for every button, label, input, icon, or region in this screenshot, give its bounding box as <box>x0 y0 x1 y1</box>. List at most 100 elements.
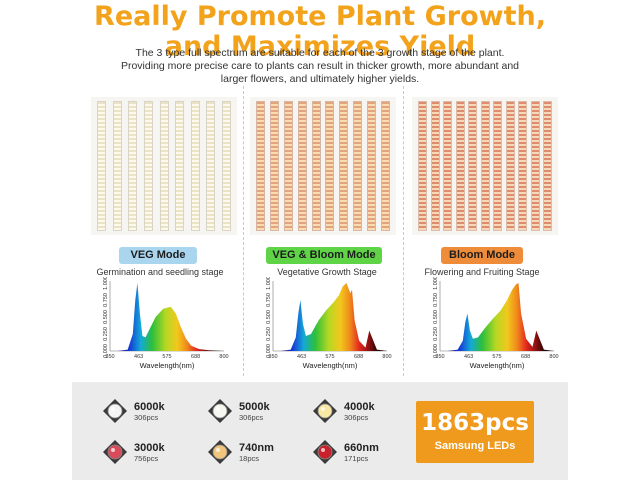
led-label: 740nm <box>239 441 274 454</box>
total-led-count: 1863pcs <box>421 410 529 436</box>
veg-mode-badge: VEG Mode <box>119 247 197 264</box>
x-tick-label: 688 <box>521 354 530 360</box>
led-light-bar <box>480 101 490 231</box>
x-tick-label: 575 <box>325 354 334 360</box>
led-light-bar <box>222 101 231 231</box>
bloom-mode-badge: Bloom Mode <box>441 247 523 264</box>
headline: Really Promote Plant Growth, and Maximiz… <box>0 2 640 62</box>
bloom-spectrum-chart: 0.000 0.250 0.500 0.750 1.000 350 463 575 688 800… <box>420 277 560 373</box>
led-item: 660nm 171pcs <box>312 439 379 465</box>
x-tick-label: 800 <box>549 354 558 360</box>
y-tick-label: 0.250 <box>433 327 439 341</box>
total-led-label: Samsung LEDs <box>434 440 516 452</box>
y-tick-label: 0.000 <box>103 344 109 358</box>
column-divider <box>403 86 404 376</box>
veg-spectrum-chart: 0.000 0.250 0.500 0.750 1.000 350 463 575 688 800… <box>90 277 230 373</box>
led-light-bar <box>325 101 335 231</box>
spectrum-area <box>280 283 387 351</box>
led-chip-icon <box>103 440 127 464</box>
headline-line-1: Really Promote Plant Growth, <box>94 1 546 32</box>
y-tick-label: 0.500 <box>103 310 109 324</box>
x-tick-label: 350 <box>435 354 444 360</box>
x-tick-label: 350 <box>268 354 277 360</box>
x-tick-label: 800 <box>219 354 228 360</box>
led-count: 306pcs <box>344 412 369 422</box>
led-summary: 6000k 306pcs 5000k 306pcs 4000k 306pcs 3… <box>72 382 568 480</box>
led-light-bar <box>530 101 540 231</box>
led-chip-icon <box>103 399 127 423</box>
y-tick-label: 1.000 <box>103 277 109 290</box>
led-label: 6000k <box>134 400 165 413</box>
veg-stage-label: Germination and seedling stage <box>96 267 224 277</box>
led-count: 306pcs <box>239 412 264 422</box>
led-light-bar <box>493 101 502 231</box>
y-tick-label: 0.000 <box>266 344 272 358</box>
led-light-bar <box>311 101 321 231</box>
light-bars <box>97 101 231 231</box>
led-count: 756pcs <box>134 453 159 463</box>
light-bars <box>256 101 390 231</box>
led-light-bar <box>190 101 200 231</box>
y-tick-label: 0.750 <box>433 293 439 307</box>
x-axis-label: Wavelength(nm) <box>303 361 358 370</box>
veg-bloom-mode-badge: VEG & Bloom Mode <box>266 247 382 264</box>
veg-bloom-spectrum-chart: 0.000 0.250 0.500 0.750 1.000 350 463 575 688 800… <box>253 277 393 373</box>
veg-bloom-stage-label: Vegetative Growth Stage <box>277 267 377 277</box>
y-tick-label: 0.500 <box>266 310 272 324</box>
led-label: 5000k <box>239 400 270 413</box>
led-label: 4000k <box>344 400 375 413</box>
x-tick-label: 350 <box>105 354 114 360</box>
description-line-1: The 3 type full spectrum are suitable fo… <box>135 47 505 59</box>
x-axis-label: Wavelength(nm) <box>140 361 195 370</box>
led-chip-icon <box>208 399 232 423</box>
led-light-bar <box>543 101 552 231</box>
led-light-bar <box>518 101 527 231</box>
led-label: 3000k <box>134 441 165 454</box>
y-tick-label: 1.000 <box>433 277 439 290</box>
led-light-bar <box>367 101 376 231</box>
led-chip-icon <box>313 399 337 423</box>
y-tick-label: 0.250 <box>103 327 109 341</box>
veg-bloom-light-panel <box>250 97 396 235</box>
description-line-2: Providing more precise care to plants ca… <box>120 60 520 72</box>
led-item: 6000k 306pcs <box>102 398 165 424</box>
led-count: 18pcs <box>239 453 260 463</box>
led-light-bar <box>143 101 153 231</box>
total-led-badge: 1863pcs Samsung LEDs <box>416 401 534 463</box>
led-light-bar <box>339 101 349 231</box>
led-light-bar <box>112 101 122 231</box>
spectrum-area <box>117 283 224 351</box>
led-item: 3000k 756pcs <box>102 439 165 465</box>
led-item: 5000k 306pcs <box>207 398 270 424</box>
x-tick-label: 463 <box>297 354 306 360</box>
description-line-3: larger flowers, and ultimately higher yi… <box>220 73 420 85</box>
led-light-bar <box>418 101 427 231</box>
description: The 3 type full spectrum are suitable fo… <box>110 47 530 86</box>
led-count: 171pcs <box>344 453 369 463</box>
led-light-bar <box>455 101 465 231</box>
x-tick-label: 800 <box>382 354 391 360</box>
led-light-bar <box>159 101 169 231</box>
x-tick-label: 463 <box>464 354 473 360</box>
led-light-bar <box>380 101 390 231</box>
x-tick-label: 688 <box>354 354 363 360</box>
led-light-bar <box>206 101 216 231</box>
led-chip-icon <box>208 440 232 464</box>
led-light-bar <box>297 101 307 231</box>
veg-light-panel <box>91 97 237 235</box>
bloom-stage-label: Flowering and Fruiting Stage <box>424 267 540 277</box>
headline-line-2: and Maximizes Yield <box>164 31 476 62</box>
led-light-bar <box>430 101 440 231</box>
x-axis-label: Wavelength(nm) <box>470 361 525 370</box>
led-light-bar <box>97 101 106 231</box>
led-item: 740nm 18pcs <box>207 439 274 465</box>
led-light-bar <box>468 101 477 231</box>
led-chip-icon <box>313 440 337 464</box>
led-light-bar <box>128 101 138 231</box>
x-tick-label: 463 <box>134 354 143 360</box>
led-light-bar <box>175 101 185 231</box>
led-light-bar <box>283 101 293 231</box>
x-tick-label: 575 <box>162 354 171 360</box>
led-light-bar <box>353 101 363 231</box>
led-label: 660nm <box>344 441 379 454</box>
